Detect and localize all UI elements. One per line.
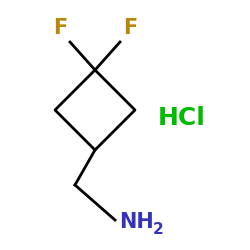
Text: F: F	[123, 18, 137, 38]
Text: 2: 2	[153, 222, 164, 238]
Text: HCl: HCl	[158, 106, 206, 130]
Text: F: F	[53, 18, 67, 38]
Text: NH: NH	[119, 212, 154, 232]
